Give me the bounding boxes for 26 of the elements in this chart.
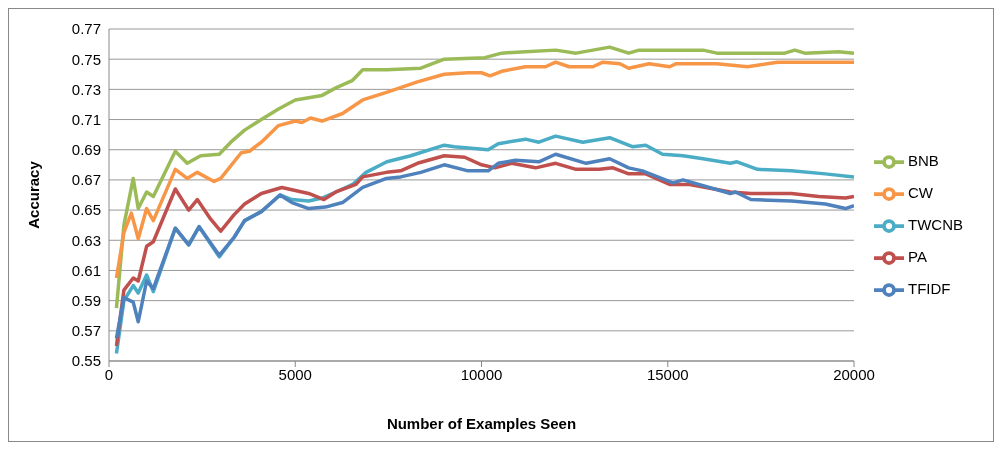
x-tick-label: 10000: [460, 365, 503, 383]
legend-label: BNB: [908, 151, 939, 169]
y-tick-label: 0.59: [71, 291, 101, 309]
y-tick-label: 0.75: [71, 50, 101, 68]
x-tick-label: 0: [104, 365, 114, 383]
legend-label: TWCNB: [908, 215, 963, 233]
y-tick-label: 0.63: [71, 231, 101, 249]
x-tick-label: 5000: [278, 365, 312, 383]
y-tick-label: 0.77: [71, 20, 101, 38]
line-series: [114, 60, 854, 280]
line-series: [114, 45, 854, 310]
y-axis-title: Accuracy: [25, 160, 43, 229]
y-tick-label: 0.69: [71, 141, 101, 159]
x-tick-label: 15000: [646, 365, 689, 383]
y-tick-label: 0.67: [71, 171, 101, 189]
legend-label: PA: [908, 248, 927, 266]
y-tick-label: 0.61: [71, 261, 101, 279]
y-tick-label: 0.55: [71, 352, 101, 370]
y-tick-label: 0.65: [71, 201, 101, 219]
y-tick-label: 0.57: [71, 322, 101, 340]
y-tick-label: 0.73: [71, 80, 101, 98]
legend-label: TFIDF: [908, 280, 951, 298]
x-tick-label: 20000: [833, 365, 875, 383]
x-axis-title: Number of Examples Seen: [386, 415, 577, 432]
legend-label: CW: [908, 183, 933, 201]
y-tick-label: 0.71: [71, 110, 101, 128]
